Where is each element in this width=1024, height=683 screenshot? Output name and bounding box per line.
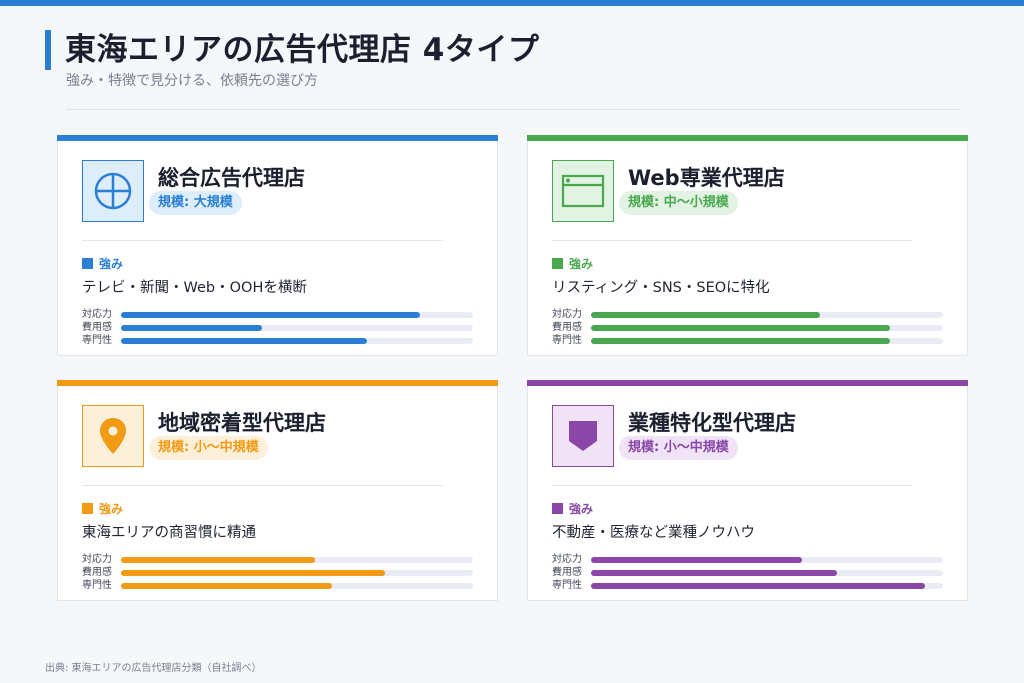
strength-marker [82,503,93,514]
strength-marker [82,258,93,269]
strength-marker [552,503,563,514]
scale-badge: 規模: 小〜中規模 [149,436,268,460]
metric-bar-response [121,557,315,563]
card-title: 総合広告代理店 [158,166,305,190]
card-title: Web専業代理店 [628,166,785,190]
metric-bar-cost [591,325,891,331]
metric-bar-expertise [591,338,891,344]
metric-label-expertise: 専門性 [552,580,582,591]
card-top-line [57,135,498,141]
metric-bar-response [591,312,820,318]
metric-track-cost [121,570,473,576]
icon-box [552,160,614,222]
metric-bar-cost [121,325,262,331]
strength-text: リスティング・SNS・SEOに特化 [552,280,770,296]
metric-label-response: 対応力 [552,309,582,320]
metric-label-response: 対応力 [552,554,582,565]
metric-label-response: 対応力 [82,554,112,565]
icon-box [82,405,144,467]
metric-label-expertise: 専門性 [552,335,582,346]
card-divider [552,240,913,241]
metric-bar-cost [591,570,838,576]
map-pin-icon [100,418,126,454]
card-top-line [527,135,968,141]
strength-label: 強み [99,257,124,271]
metric-track-expertise [591,583,943,589]
strength-label: 強み [569,502,594,516]
shield-icon [569,421,597,451]
card-top-line [527,380,968,386]
metric-bar-expertise [121,338,368,344]
globe-icon [94,172,132,210]
page-subtitle: 強み・特徴で見分ける、依頼先の選び方 [66,73,318,89]
metric-track-expertise [121,338,473,344]
card-divider [82,240,443,241]
metric-track-response [591,312,943,318]
strength-text: テレビ・新聞・Web・OOHを横断 [82,280,307,296]
metric-bar-cost [121,570,385,576]
metric-track-response [121,557,473,563]
metric-track-expertise [591,338,943,344]
metric-bar-response [121,312,421,318]
metric-track-cost [121,325,473,331]
card-title: 地域密着型代理店 [158,411,326,435]
strength-label: 強み [99,502,124,516]
metric-label-cost: 費用感 [82,567,112,578]
metric-track-expertise [121,583,473,589]
card-industry-agency: 業種特化型代理店 規模: 小〜中規模 強み 不動産・医療など業種ノウハウ 対応力… [527,380,968,601]
browser-window-icon [561,174,605,208]
metric-label-cost: 費用感 [82,322,112,333]
source-footnote: 出典: 東海エリアの広告代理店分類（自社調べ） [45,663,262,674]
strength-text: 不動産・医療など業種ノウハウ [552,525,755,541]
strength-text: 東海エリアの商習慣に精通 [82,525,256,541]
scale-badge: 規模: 大規模 [149,191,242,215]
card-top-line [57,380,498,386]
metric-bar-expertise [121,583,333,589]
metric-bar-response [591,557,803,563]
card-local-agency: 地域密着型代理店 規模: 小〜中規模 強み 東海エリアの商習慣に精通 対応力 費… [57,380,498,601]
icon-box [552,405,614,467]
scale-badge: 規模: 小〜中規模 [619,436,738,460]
metric-track-response [591,557,943,563]
metric-label-response: 対応力 [82,309,112,320]
top-accent-bar [0,0,1024,6]
header-divider [66,109,960,110]
strength-marker [552,258,563,269]
metric-bar-expertise [591,583,926,589]
metric-track-cost [591,570,943,576]
card-divider [82,485,443,486]
metric-label-expertise: 専門性 [82,580,112,591]
card-general-agency: 総合広告代理店 規模: 大規模 強み テレビ・新聞・Web・OOHを横断 対応力… [57,135,498,356]
page-title: 東海エリアの広告代理店 4タイプ [65,32,540,68]
icon-box [82,160,144,222]
card-web-agency: Web専業代理店 規模: 中〜小規模 強み リスティング・SNS・SEOに特化 … [527,135,968,356]
card-divider [552,485,913,486]
metric-label-expertise: 専門性 [82,335,112,346]
card-title: 業種特化型代理店 [628,411,796,435]
metric-track-cost [591,325,943,331]
strength-label: 強み [569,257,594,271]
metric-track-response [121,312,473,318]
metric-label-cost: 費用感 [552,322,582,333]
scale-badge: 規模: 中〜小規模 [619,191,738,215]
metric-label-cost: 費用感 [552,567,582,578]
title-accent-bar [45,30,51,70]
